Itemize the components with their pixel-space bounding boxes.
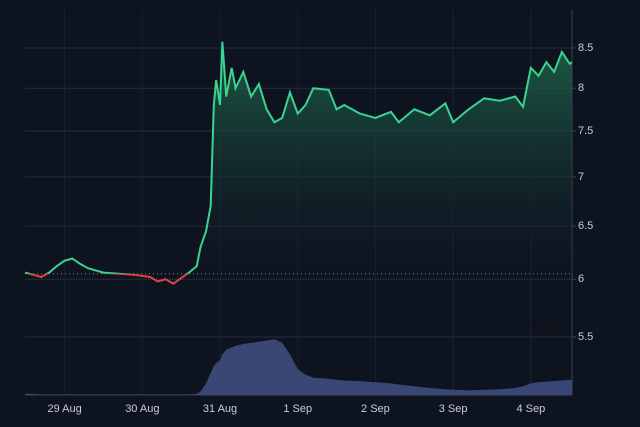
y-tick-label: 6 bbox=[578, 273, 584, 285]
price-area bbox=[25, 41, 572, 274]
y-tick-label: 7 bbox=[578, 171, 584, 183]
x-tick-label: 4 Sep bbox=[516, 403, 545, 415]
y-tick-label: 8.5 bbox=[578, 42, 593, 54]
y-tick-label: 5.5 bbox=[578, 331, 593, 343]
x-tick-label: 29 Aug bbox=[47, 403, 81, 415]
y-tick-label: 6.5 bbox=[578, 220, 593, 232]
x-tick-label: 31 Aug bbox=[203, 403, 237, 415]
x-tick-label: 3 Sep bbox=[439, 403, 468, 415]
y-tick-label: 7.5 bbox=[578, 125, 593, 137]
x-tick-label: 30 Aug bbox=[125, 403, 159, 415]
x-tick-label: 2 Sep bbox=[361, 403, 390, 415]
annotation: Analyze bbox=[530, 321, 566, 332]
x-tick-label: 1 Sep bbox=[283, 403, 312, 415]
y-tick-label: 8 bbox=[578, 82, 584, 94]
price-line-up bbox=[24, 41, 573, 274]
volume-area bbox=[25, 339, 572, 395]
